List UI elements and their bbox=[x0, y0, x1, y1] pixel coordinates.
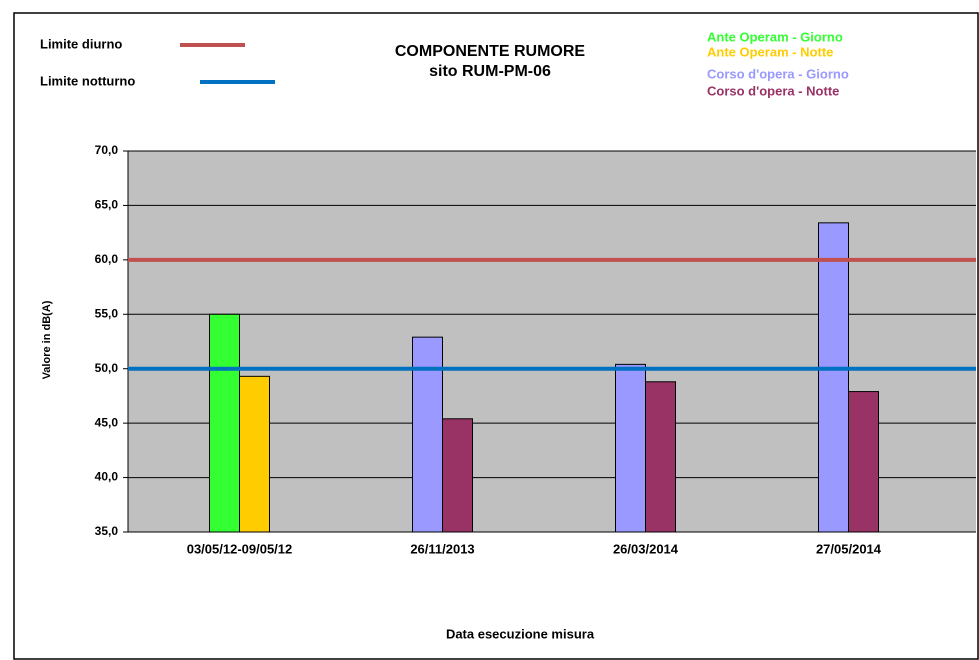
y-tick-label: 60,0 bbox=[95, 252, 119, 266]
bar bbox=[818, 222, 849, 533]
y-tick-label: 45,0 bbox=[95, 415, 119, 429]
bar bbox=[615, 363, 646, 533]
x-tick-label: 27/05/2014 bbox=[816, 541, 882, 556]
bar bbox=[239, 375, 270, 533]
bar bbox=[442, 418, 473, 533]
x-tick-label: 26/11/2013 bbox=[410, 541, 474, 556]
bar bbox=[209, 313, 240, 533]
chart-title: COMPONENTE RUMORE bbox=[395, 43, 586, 60]
x-axis-label: Data esecuzione misura bbox=[446, 626, 595, 641]
bar bbox=[645, 381, 676, 533]
chart-subtitle: sito RUM-PM-06 bbox=[429, 63, 551, 80]
bar bbox=[412, 336, 443, 533]
y-axis-label: Valore in dB(A) bbox=[41, 300, 53, 379]
bar bbox=[848, 391, 879, 533]
legend-label: Limite notturno bbox=[40, 73, 135, 88]
y-tick-label: 70,0 bbox=[95, 143, 119, 157]
x-tick-label: 26/03/2014 bbox=[613, 541, 679, 556]
y-tick-label: 55,0 bbox=[95, 306, 119, 320]
legend-label: Limite diurno bbox=[40, 36, 122, 51]
legend-label: Ante Operam - Notte bbox=[707, 44, 833, 59]
y-tick-label: 50,0 bbox=[95, 361, 119, 375]
legend-label: Corso d'opera - Notte bbox=[707, 83, 839, 98]
y-tick-label: 65,0 bbox=[95, 198, 119, 212]
x-tick-label: 03/05/12-09/05/12 bbox=[187, 541, 293, 556]
legend-label: Ante Operam - Giorno bbox=[707, 29, 843, 44]
y-tick-label: 35,0 bbox=[95, 524, 119, 538]
y-tick-label: 40,0 bbox=[95, 470, 119, 484]
legend-label: Corso d'opera - Giorno bbox=[707, 66, 849, 81]
